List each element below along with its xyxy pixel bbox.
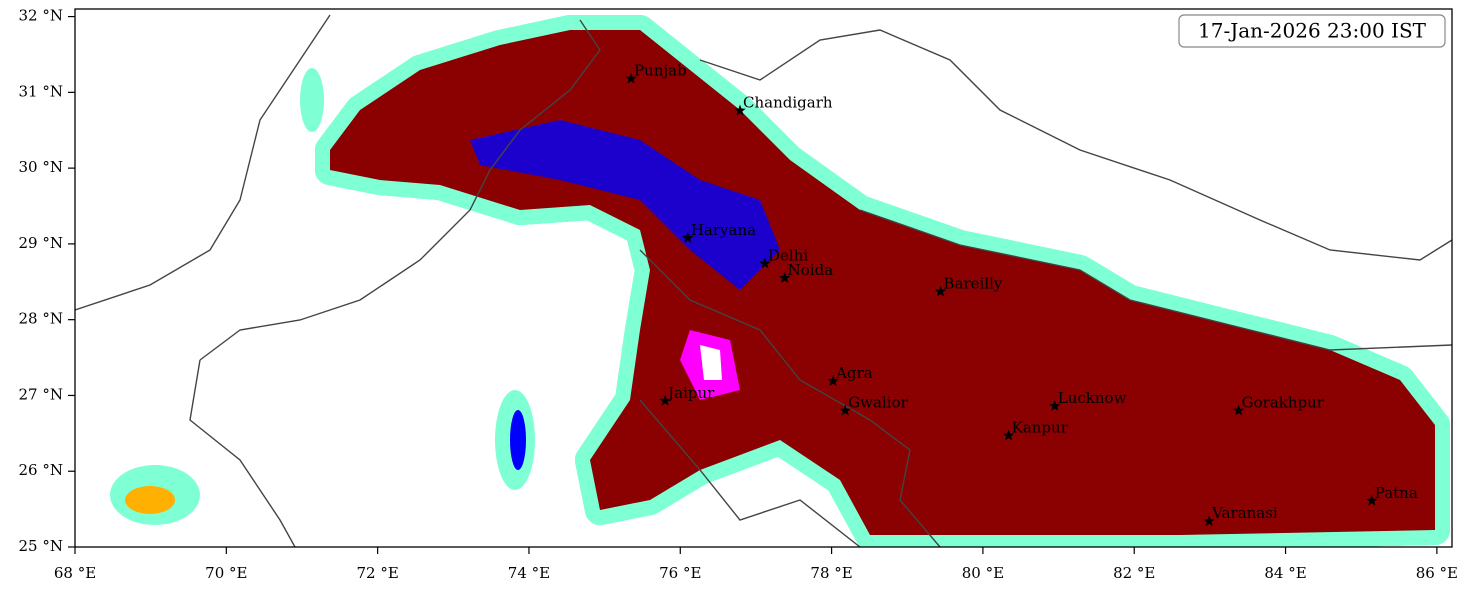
x-tick-label: 72 °E [356, 564, 398, 582]
x-tick-label: 86 °E [1416, 564, 1458, 582]
city-label: Bareilly [944, 275, 1003, 293]
x-tick-label: 70 °E [205, 564, 247, 582]
y-tick-label: 28 °N [19, 310, 63, 328]
city-marker [759, 257, 771, 269]
x-tick-label: 80 °E [962, 564, 1004, 582]
x-tick-label: 68 °E [54, 564, 96, 582]
city-marker [1232, 404, 1245, 416]
city-label: Noida [788, 261, 834, 279]
y-tick-label: 26 °N [19, 461, 63, 479]
city-label: Kanpur [1012, 419, 1069, 437]
y-tick-label: 32 °N [19, 7, 63, 25]
city-label: Punjab [634, 62, 687, 80]
city-marker [734, 104, 746, 116]
city-marker [1366, 494, 1378, 506]
city-marker [779, 272, 791, 283]
title: 17-Jan-2026 23:00 IST [1198, 19, 1427, 43]
city-label: Patna [1375, 484, 1418, 502]
y-tick-label: 29 °N [19, 234, 63, 252]
city-label: Gwalior [848, 394, 908, 412]
city-label: Agra [835, 364, 873, 382]
y-tick-label: 25 °N [19, 537, 63, 555]
city-label: Haryana [691, 221, 756, 239]
y-tick-label: 30 °N [19, 158, 63, 176]
plot-frame [74, 8, 1453, 548]
x-tick-label: 84 °E [1264, 564, 1306, 582]
city-marker [839, 404, 851, 416]
x-tick-label: 74 °E [508, 564, 550, 582]
x-tick-label: 76 °E [659, 564, 701, 582]
y-tick-label: 27 °N [19, 385, 63, 403]
y-tick-label: 31 °N [19, 82, 63, 100]
fog-field [75, 14, 1452, 547]
city-marker [659, 394, 671, 406]
city-marker [1203, 515, 1215, 527]
x-tick-label: 82 °E [1113, 564, 1155, 582]
city-label: Chandigarh [743, 94, 833, 112]
x-tick-label: 78 °E [810, 564, 852, 582]
city-label: Lucknow [1058, 389, 1127, 407]
city-label: Delhi [768, 247, 808, 265]
city-marker [1002, 429, 1015, 441]
city-marker [827, 375, 839, 386]
axes-layer: 68 °E 70 °E 72 °E 74 °E 76 °E 78 °E 80 °E 82 °E… [19, 7, 1459, 582]
title-box: 17-Jan-2026 23:00 IST [1178, 14, 1446, 48]
city-label: Varanasi [1211, 504, 1278, 522]
city-marker [682, 231, 694, 243]
title-frame [1178, 14, 1446, 48]
city-label: Jaipur [666, 384, 715, 402]
city-marker [1049, 400, 1061, 411]
city-marker [934, 285, 947, 297]
city-label: Gorakhpur [1242, 394, 1325, 412]
city-marker [625, 72, 637, 84]
